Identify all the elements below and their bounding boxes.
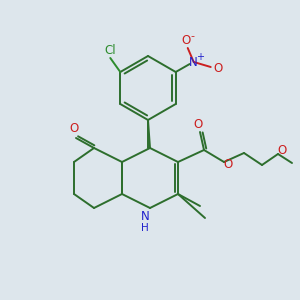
Text: N: N xyxy=(189,56,198,68)
Text: O: O xyxy=(213,61,222,74)
Text: Cl: Cl xyxy=(104,44,116,58)
Text: O: O xyxy=(69,122,79,136)
Text: +: + xyxy=(196,52,204,62)
Text: O: O xyxy=(278,145,286,158)
Text: -: - xyxy=(191,31,195,41)
Text: O: O xyxy=(181,34,190,47)
Text: N: N xyxy=(141,209,149,223)
Text: O: O xyxy=(224,158,232,172)
Text: H: H xyxy=(141,223,149,233)
Text: O: O xyxy=(194,118,202,130)
